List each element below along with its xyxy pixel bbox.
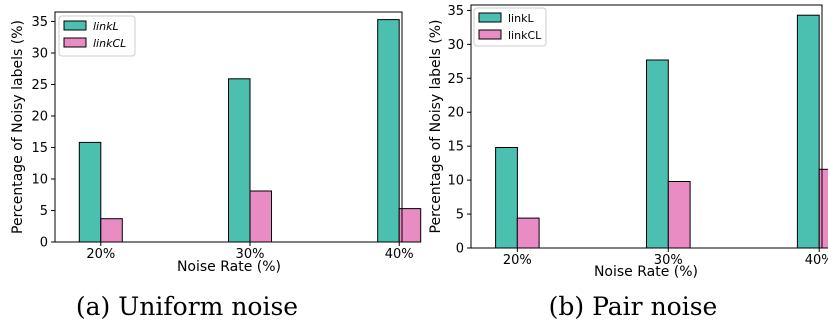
y-tick-label: 15 xyxy=(31,141,48,156)
x-axis-label: Noise Rate (%) xyxy=(177,259,281,275)
legend-label-linkCL: linkCL xyxy=(508,29,542,42)
bar-linkCL-40pct xyxy=(398,208,422,243)
y-tick-label: 5 xyxy=(456,208,464,223)
panel-caption: (a) Uniform noise xyxy=(76,292,298,321)
y-tick-label: 25 xyxy=(31,78,48,93)
y-tick-label: 10 xyxy=(31,172,48,187)
panel-caption: (b) Pair noise xyxy=(549,292,718,321)
y-tick-label: 30 xyxy=(31,46,48,61)
bar-linkL-20pct xyxy=(78,141,102,243)
chart-panel-1: 20% 30% 40% 0 5 10 15 20 25 30 35 Noise Rate (%) Per… xyxy=(10,11,422,321)
legend-swatch-linkL xyxy=(63,20,87,31)
y-tick-label: 20 xyxy=(31,109,48,124)
bar-linkCL-30pct xyxy=(249,190,272,243)
bar-linkCL-20pct xyxy=(516,217,540,249)
bar-linkL-20pct xyxy=(495,147,518,249)
bar-linkL-40pct xyxy=(377,19,400,243)
x-tick-label: 20% xyxy=(86,247,115,262)
y-tick-label: 35 xyxy=(447,4,464,19)
y-tick-label: 10 xyxy=(447,174,464,189)
legend-swatch-linkL xyxy=(478,12,502,23)
x-tick-label: 20% xyxy=(503,253,532,268)
y-tick-label: 0 xyxy=(40,236,48,251)
plot-frame xyxy=(54,11,403,243)
x-tick-label: 40% xyxy=(385,247,414,262)
legend-swatch-linkCL xyxy=(478,29,502,40)
bar-linkL-40pct xyxy=(796,14,820,249)
y-tick-label: 15 xyxy=(447,140,464,155)
y-tick-label: 0 xyxy=(456,242,464,257)
chart-panel-2: 20% 30% 40% 0 5 10 15 20 25 30 35 Noise Rate (%) Per… xyxy=(428,4,828,321)
plot-frame xyxy=(470,4,823,249)
x-tick-label: 40% xyxy=(805,253,828,268)
legend-label-linkCL: linkCL xyxy=(93,37,126,50)
y-axis-label: Percentage of Noisy labels (%) xyxy=(428,20,444,234)
y-tick-label: 30 xyxy=(447,38,464,53)
y-tick-label: 35 xyxy=(31,15,48,30)
y-tick-label: 25 xyxy=(447,72,464,87)
bar-linkCL-40pct xyxy=(818,168,828,249)
y-tick-label: 5 xyxy=(40,204,48,219)
x-axis-label: Noise Rate (%) xyxy=(594,264,698,280)
legend-swatch-linkCL xyxy=(63,37,87,48)
legend-label-linkL: linkL xyxy=(508,12,534,25)
bar-linkCL-30pct xyxy=(667,181,691,249)
bar-linkL-30pct xyxy=(228,78,251,243)
y-tick-label: 20 xyxy=(447,106,464,121)
bar-linkCL-20pct xyxy=(100,218,123,243)
bar-linkL-30pct xyxy=(646,59,669,249)
x-tick-label: 30% xyxy=(236,247,265,262)
x-tick-label: 30% xyxy=(654,253,683,268)
y-axis-label: Percentage of Noisy labels (%) xyxy=(10,20,26,234)
legend-label-linkL: linkL xyxy=(93,20,119,33)
